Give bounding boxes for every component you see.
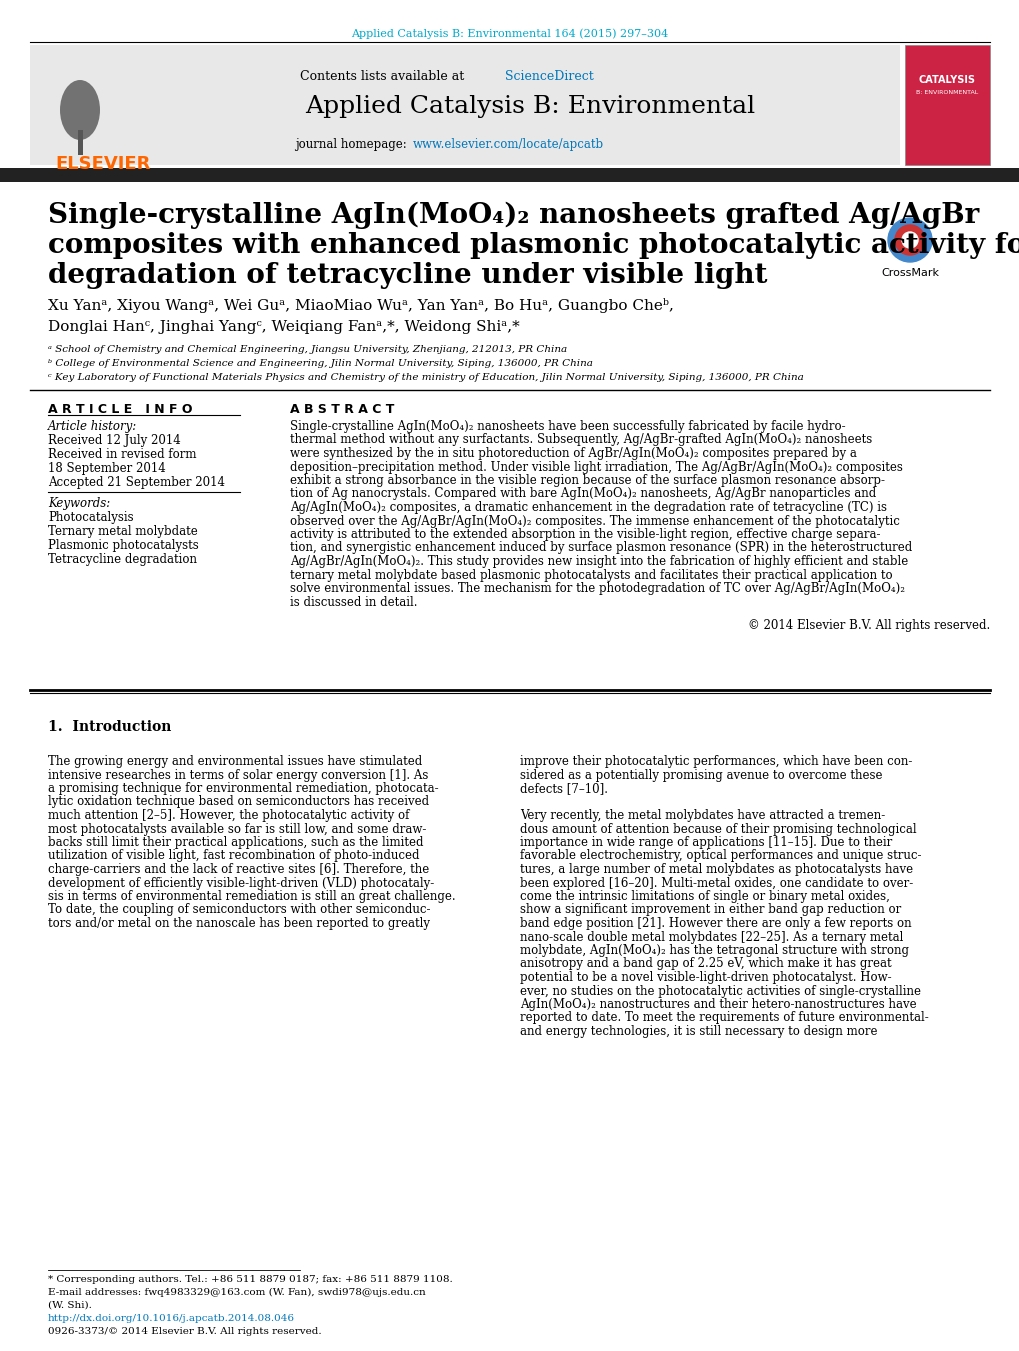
Text: E-mail addresses: fwq4983329@163.com (W. Fan), swdi978@ujs.edu.cn: E-mail addresses: fwq4983329@163.com (W.… <box>48 1288 425 1297</box>
Text: anisotropy and a band gap of 2.25 eV, which make it has great: anisotropy and a band gap of 2.25 eV, wh… <box>520 958 891 970</box>
Text: 0926-3373/© 2014 Elsevier B.V. All rights reserved.: 0926-3373/© 2014 Elsevier B.V. All right… <box>48 1327 321 1336</box>
Text: ScienceDirect: ScienceDirect <box>504 70 593 82</box>
Text: sidered as a potentially promising avenue to overcome these: sidered as a potentially promising avenu… <box>520 769 881 781</box>
Text: Plasmonic photocatalysts: Plasmonic photocatalysts <box>48 539 199 553</box>
Text: band edge position [21]. However there are only a few reports on: band edge position [21]. However there a… <box>520 917 911 929</box>
Text: 1.  Introduction: 1. Introduction <box>48 720 171 734</box>
Text: ᵃ School of Chemistry and Chemical Engineering, Jiangsu University, Zhenjiang, 2: ᵃ School of Chemistry and Chemical Engin… <box>48 345 567 354</box>
Text: (W. Shi).: (W. Shi). <box>48 1301 92 1310</box>
Circle shape <box>901 232 917 249</box>
Text: Ag/AgBr/AgIn(MoO₄)₂. This study provides new insight into the fabrication of hig: Ag/AgBr/AgIn(MoO₄)₂. This study provides… <box>289 555 907 567</box>
Text: ᶜ Key Laboratory of Functional Materials Physics and Chemistry of the ministry o: ᶜ Key Laboratory of Functional Materials… <box>48 373 803 382</box>
Text: most photocatalysts available so far is still low, and some draw-: most photocatalysts available so far is … <box>48 823 426 835</box>
Bar <box>30 45 899 165</box>
Text: been explored [16–20]. Multi-metal oxides, one candidate to over-: been explored [16–20]. Multi-metal oxide… <box>520 877 912 889</box>
Text: Applied Catalysis B: Environmental 164 (2015) 297–304: Applied Catalysis B: Environmental 164 (… <box>351 28 668 39</box>
Text: a promising technique for environmental remediation, photocata-: a promising technique for environmental … <box>48 782 438 794</box>
Text: Single-crystalline AgIn(MoO₄)₂ nanosheets have been successfully fabricated by f: Single-crystalline AgIn(MoO₄)₂ nanosheet… <box>289 420 845 434</box>
Text: reported to date. To meet the requirements of future environmental-: reported to date. To meet the requiremen… <box>520 1012 928 1024</box>
Bar <box>904 45 989 165</box>
Text: dous amount of attention because of their promising technological: dous amount of attention because of thei… <box>520 823 916 835</box>
Text: potential to be a novel visible-light-driven photocatalyst. How-: potential to be a novel visible-light-dr… <box>520 971 891 984</box>
Text: sis in terms of environmental remediation is still an great challenge.: sis in terms of environmental remediatio… <box>48 890 455 902</box>
Text: CATALYSIS: CATALYSIS <box>917 76 974 85</box>
Text: Article history:: Article history: <box>48 420 138 434</box>
Text: development of efficiently visible-light-driven (VLD) photocataly-: development of efficiently visible-light… <box>48 877 434 889</box>
Text: To date, the coupling of semiconductors with other semiconduc-: To date, the coupling of semiconductors … <box>48 904 430 916</box>
Text: intensive researches in terms of solar energy conversion [1]. As: intensive researches in terms of solar e… <box>48 769 428 781</box>
Text: Received in revised form: Received in revised form <box>48 449 197 461</box>
Circle shape <box>888 218 931 262</box>
Text: solve environmental issues. The mechanism for the photodegradation of TC over Ag: solve environmental issues. The mechanis… <box>289 582 904 594</box>
Text: * Corresponding authors. Tel.: +86 511 8879 0187; fax: +86 511 8879 1108.: * Corresponding authors. Tel.: +86 511 8… <box>48 1275 452 1283</box>
Text: thermal method without any surfactants. Subsequently, Ag/AgBr-grafted AgIn(MoO₄): thermal method without any surfactants. … <box>289 434 871 446</box>
Text: tures, a large number of metal molybdates as photocatalysts have: tures, a large number of metal molybdate… <box>520 863 912 875</box>
Text: Very recently, the metal molybdates have attracted a tremen-: Very recently, the metal molybdates have… <box>520 809 884 821</box>
Text: deposition–precipitation method. Under visible light irradiation, The Ag/AgBr/Ag: deposition–precipitation method. Under v… <box>289 461 902 473</box>
Text: show a significant improvement in either band gap reduction or: show a significant improvement in either… <box>520 904 901 916</box>
Text: activity is attributed to the extended absorption in the visible-light region, e: activity is attributed to the extended a… <box>289 528 879 540</box>
Text: http://dx.doi.org/10.1016/j.apcatb.2014.08.046: http://dx.doi.org/10.1016/j.apcatb.2014.… <box>48 1315 294 1323</box>
Text: Contents lists available at: Contents lists available at <box>300 70 468 82</box>
Text: come the intrinsic limitations of single or binary metal oxides,: come the intrinsic limitations of single… <box>520 890 889 902</box>
Text: ever, no studies on the photocatalytic activities of single-crystalline: ever, no studies on the photocatalytic a… <box>520 985 920 997</box>
Text: utilization of visible light, fast recombination of photo-induced: utilization of visible light, fast recom… <box>48 850 419 862</box>
Text: ᵇ College of Environmental Science and Engineering, Jilin Normal University, Sip: ᵇ College of Environmental Science and E… <box>48 359 592 367</box>
Text: Single-crystalline AgIn(MoO₄)₂ nanosheets grafted Ag/AgBr: Single-crystalline AgIn(MoO₄)₂ nanosheet… <box>48 203 978 230</box>
Text: lytic oxidation technique based on semiconductors has received: lytic oxidation technique based on semic… <box>48 796 429 808</box>
Text: Donglai Hanᶜ, Jinghai Yangᶜ, Weiqiang Fanᵃ,*, Weidong Shiᵃ,*: Donglai Hanᶜ, Jinghai Yangᶜ, Weiqiang Fa… <box>48 320 520 334</box>
Text: Received 12 July 2014: Received 12 July 2014 <box>48 434 180 447</box>
Text: composites with enhanced plasmonic photocatalytic activity for: composites with enhanced plasmonic photo… <box>48 232 1019 259</box>
Text: observed over the Ag/AgBr/AgIn(MoO₄)₂ composites. The immense enhancement of the: observed over the Ag/AgBr/AgIn(MoO₄)₂ co… <box>289 515 899 527</box>
Text: Xu Yanᵃ, Xiyou Wangᵃ, Wei Guᵃ, MiaoMiao Wuᵃ, Yan Yanᵃ, Bo Huᵃ, Guangbo Cheᵇ,: Xu Yanᵃ, Xiyou Wangᵃ, Wei Guᵃ, MiaoMiao … <box>48 299 674 313</box>
Text: CrossMark: CrossMark <box>880 267 938 278</box>
Ellipse shape <box>60 80 100 141</box>
Text: © 2014 Elsevier B.V. All rights reserved.: © 2014 Elsevier B.V. All rights reserved… <box>747 619 989 632</box>
Text: defects [7–10].: defects [7–10]. <box>520 782 607 794</box>
Text: www.elsevier.com/locate/apcatb: www.elsevier.com/locate/apcatb <box>413 138 603 151</box>
Text: A R T I C L E   I N F O: A R T I C L E I N F O <box>48 403 193 416</box>
Text: improve their photocatalytic performances, which have been con-: improve their photocatalytic performance… <box>520 755 911 767</box>
Text: Ternary metal molybdate: Ternary metal molybdate <box>48 526 198 538</box>
Text: and energy technologies, it is still necessary to design more: and energy technologies, it is still nec… <box>520 1025 876 1038</box>
Text: nano-scale double metal molybdates [22–25]. As a ternary metal: nano-scale double metal molybdates [22–2… <box>520 931 903 943</box>
Text: ELSEVIER: ELSEVIER <box>55 155 150 173</box>
Text: tion, and synergistic enhancement induced by surface plasmon resonance (SPR) in : tion, and synergistic enhancement induce… <box>289 542 911 554</box>
Text: favorable electrochemistry, optical performances and unique struc-: favorable electrochemistry, optical perf… <box>520 850 920 862</box>
Text: is discussed in detail.: is discussed in detail. <box>289 596 417 608</box>
Text: AgIn(MoO₄)₂ nanostructures and their hetero-nanostructures have: AgIn(MoO₄)₂ nanostructures and their het… <box>520 998 916 1011</box>
Text: 18 September 2014: 18 September 2014 <box>48 462 166 476</box>
Text: B: ENVIRONMENTAL: B: ENVIRONMENTAL <box>915 91 977 95</box>
Text: Ag/AgIn(MoO₄)₂ composites, a dramatic enhancement in the degradation rate of tet: Ag/AgIn(MoO₄)₂ composites, a dramatic en… <box>289 501 887 513</box>
Text: charge-carriers and the lack of reactive sites [6]. Therefore, the: charge-carriers and the lack of reactive… <box>48 863 429 875</box>
Text: backs still limit their practical applications, such as the limited: backs still limit their practical applic… <box>48 836 423 848</box>
Text: importance in wide range of applications [11–15]. Due to their: importance in wide range of applications… <box>520 836 892 848</box>
Text: tors and/or metal on the nanoscale has been reported to greatly: tors and/or metal on the nanoscale has b… <box>48 917 430 929</box>
Circle shape <box>894 226 924 255</box>
Text: molybdate, AgIn(MoO₄)₂ has the tetragonal structure with strong: molybdate, AgIn(MoO₄)₂ has the tetragona… <box>520 944 908 957</box>
Text: Accepted 21 September 2014: Accepted 21 September 2014 <box>48 476 225 489</box>
Bar <box>0 168 1019 182</box>
Text: Tetracycline degradation: Tetracycline degradation <box>48 553 197 566</box>
Text: ternary metal molybdate based plasmonic photocatalysts and facilitates their pra: ternary metal molybdate based plasmonic … <box>289 569 892 581</box>
Text: degradation of tetracycline under visible light: degradation of tetracycline under visibl… <box>48 262 766 289</box>
Text: The growing energy and environmental issues have stimulated: The growing energy and environmental iss… <box>48 755 422 767</box>
Text: much attention [2–5]. However, the photocatalytic activity of: much attention [2–5]. However, the photo… <box>48 809 409 821</box>
Text: Keywords:: Keywords: <box>48 497 110 509</box>
Text: were synthesized by the in situ photoreduction of AgBr/AgIn(MoO₄)₂ composites pr: were synthesized by the in situ photored… <box>289 447 856 459</box>
Text: journal homepage:: journal homepage: <box>294 138 410 151</box>
Text: exhibit a strong absorbance in the visible region because of the surface plasmon: exhibit a strong absorbance in the visib… <box>289 474 884 486</box>
Text: Photocatalysis: Photocatalysis <box>48 511 133 524</box>
Bar <box>77 130 83 155</box>
Text: tion of Ag nanocrystals. Compared with bare AgIn(MoO₄)₂ nanosheets, Ag/AgBr nano: tion of Ag nanocrystals. Compared with b… <box>289 488 875 500</box>
Text: A B S T R A C T: A B S T R A C T <box>289 403 394 416</box>
Text: Applied Catalysis B: Environmental: Applied Catalysis B: Environmental <box>305 95 754 118</box>
